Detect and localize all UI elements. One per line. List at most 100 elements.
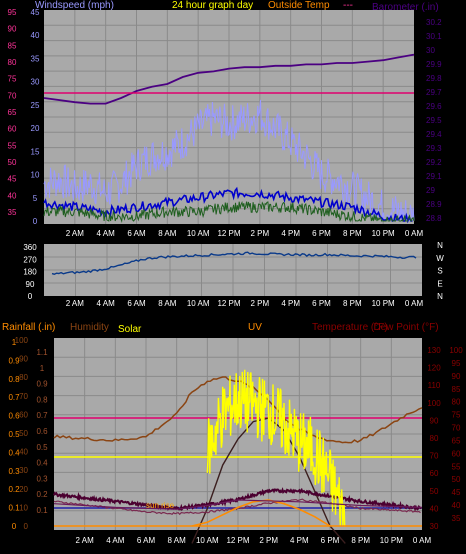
top-left-pink-tick: 80 xyxy=(8,58,17,67)
bottom-rain-tick: 0.9 xyxy=(8,356,20,365)
middle-time-tick: 0 AM xyxy=(405,299,424,308)
middle-compass-tick: S xyxy=(437,267,442,276)
bottom-rain-tick: 0.3 xyxy=(8,467,20,476)
bottom-temp-tick: 30 xyxy=(430,522,439,531)
bottom-humidity-tick: 80 xyxy=(19,373,28,382)
top-left-wind-tick: 5 xyxy=(33,194,38,203)
bottom-temp-tick: 40 xyxy=(430,504,439,513)
top-time-tick: 4 AM xyxy=(97,229,116,238)
bottom-far-tick: 65 xyxy=(452,436,461,445)
bottom-far-tick: 85 xyxy=(452,385,461,394)
bottom-uv-tick: 1 xyxy=(40,364,45,373)
bottom-far-tick: 100 xyxy=(449,346,463,355)
top-right-baro-tick: 30.2 xyxy=(426,18,442,27)
bottom-time-tick: 12 PM xyxy=(226,536,249,545)
top-left-wind-tick: 35 xyxy=(31,54,40,63)
bottom-header-rainfall: Rainfall (.in) xyxy=(2,322,55,333)
bottom-humidity-tick: 100 xyxy=(15,336,29,345)
bottom-rain-tick: 0.8 xyxy=(8,375,20,384)
middle-time-tick: 8 AM xyxy=(158,299,177,308)
bottom-rain-tick: 0.5 xyxy=(8,430,20,439)
top-left-pink-tick: 85 xyxy=(8,41,17,50)
middle-compass-tick: N xyxy=(437,292,443,301)
windspeed-line xyxy=(43,99,415,222)
top-left-pink-tick: 60 xyxy=(8,125,17,134)
middle-left-tick: 270 xyxy=(23,255,37,264)
top-left-pink-tick: 65 xyxy=(8,108,17,117)
bottom-far-axis: 100 95 90 85 80 75 70 65 60 55 50 45 40 35 xyxy=(449,346,463,523)
top-left-pink-tick: 55 xyxy=(8,141,17,150)
top-right-baro-tick: 29.6 xyxy=(426,102,442,111)
bottom-header-thsw: THSW xyxy=(118,314,148,325)
dewpoint-low-line xyxy=(53,499,423,510)
top-left-pink-tick: 35 xyxy=(8,208,17,217)
bottom-time-tick: 4 PM xyxy=(290,536,309,545)
top-left-pink-tick: 95 xyxy=(8,8,17,17)
top-right-baro-tick: 29.4 xyxy=(426,130,442,139)
bottom-far-tick: 70 xyxy=(452,424,461,433)
top-right-barometer-axis: 30.2 30.1 30 29.9 29.8 29.7 29.6 29.5 29.4 29.3 29… xyxy=(426,18,442,223)
top-left-wind-tick: 15 xyxy=(31,147,40,156)
middle-series xyxy=(51,251,417,275)
middle-left-tick: 360 xyxy=(23,243,37,252)
bottom-temp-tick: 110 xyxy=(428,381,441,390)
bottom-uv-axis: 1.1 1 0.9 0.8 0.7 0.6 0.5 0.4 0.3 0.2 0.1 xyxy=(36,348,48,515)
top-left-pink-axis: 95 90 85 80 75 70 65 60 55 50 45 40 35 xyxy=(8,8,17,217)
solar-line xyxy=(206,369,346,527)
bottom-temp-tick: 50 xyxy=(430,487,439,496)
top-right-baro-tick: 30 xyxy=(426,46,435,55)
bottom-uv-tick: 1.1 xyxy=(36,348,48,357)
top-right-baro-tick: 29.8 xyxy=(426,74,442,83)
bottom-uv-tick: 0.1 xyxy=(36,506,48,515)
middle-time-axis: 2 AM 4 AM 6 AM 8 AM 10 AM 12 PM 2 PM 4 PM 6 PM 8 … xyxy=(66,299,424,308)
top-time-tick: 10 PM xyxy=(372,229,395,238)
top-time-tick: 6 AM xyxy=(127,229,146,238)
top-left-wind-tick: 20 xyxy=(31,124,40,133)
middle-compass-tick: N xyxy=(437,241,443,250)
bottom-time-tick: 6 AM xyxy=(137,536,156,545)
middle-compass-tick: W xyxy=(436,254,444,263)
middle-time-tick: 12 PM xyxy=(217,299,240,308)
bottom-far-tick: 45 xyxy=(452,488,461,497)
bottom-rain-tick: 0.7 xyxy=(8,393,20,402)
top-left-wind-tick: 30 xyxy=(31,78,40,87)
top-left-wind-tick: 10 xyxy=(31,171,40,180)
bottom-time-tick: 2 PM xyxy=(259,536,278,545)
top-right-baro-tick: 29.9 xyxy=(426,60,442,69)
top-time-tick: 2 PM xyxy=(250,229,269,238)
bottom-rain-tick: 0.6 xyxy=(8,412,20,421)
bottom-header-humidity: Humidity xyxy=(70,322,109,333)
bottom-temp-tick: 60 xyxy=(430,469,439,478)
middle-time-tick: 4 AM xyxy=(97,299,116,308)
bottom-time-axis: 2 AM 4 AM 6 AM 8 AM 10 AM 12 PM 2 PM 4 PM 6 PM 8 … xyxy=(76,536,432,545)
top-left-wind-tick: 25 xyxy=(31,101,40,110)
top-time-tick: 2 AM xyxy=(66,229,85,238)
top-header-graph-day: 24 hour graph day xyxy=(172,0,253,11)
top-header-outside-temp: Outside Temp xyxy=(268,0,330,11)
top-right-baro-tick: 30.1 xyxy=(426,32,442,41)
bottom-far-tick: 40 xyxy=(452,501,461,510)
bottom-humidity-tick: 50 xyxy=(19,429,28,438)
top-right-baro-tick: 28.8 xyxy=(426,214,442,223)
bottom-time-tick: 8 AM xyxy=(168,536,187,545)
top-right-baro-tick: 29.2 xyxy=(426,158,442,167)
top-header-dashes: --- xyxy=(343,0,353,11)
top-left-wind-axis: 45 40 35 30 25 20 15 10 5 0 xyxy=(31,8,40,226)
bottom-rain-tick: 0.1 xyxy=(8,504,20,513)
bottom-far-tick: 55 xyxy=(452,462,461,471)
bottom-temp-tick: 130 xyxy=(427,346,441,355)
bottom-rain-tick: 0.2 xyxy=(8,485,20,494)
top-time-tick: 10 AM xyxy=(187,229,210,238)
bottom-temp-tick: 100 xyxy=(427,399,441,408)
top-left-pink-tick: 75 xyxy=(8,75,17,84)
top-time-tick: 4 PM xyxy=(281,229,300,238)
top-left-pink-tick: 90 xyxy=(8,25,17,34)
top-right-baro-tick: 29.3 xyxy=(426,144,442,153)
top-time-axis: 2 AM 4 AM 6 AM 8 AM 10 AM 12 PM 2 PM 4 PM 6 PM 8 … xyxy=(66,229,424,238)
bottom-uv-tick: 0.4 xyxy=(36,459,48,468)
bottom-far-tick: 90 xyxy=(452,372,461,381)
bottom-uv-tick: 0.9 xyxy=(36,380,48,389)
bottom-grid xyxy=(54,338,422,530)
